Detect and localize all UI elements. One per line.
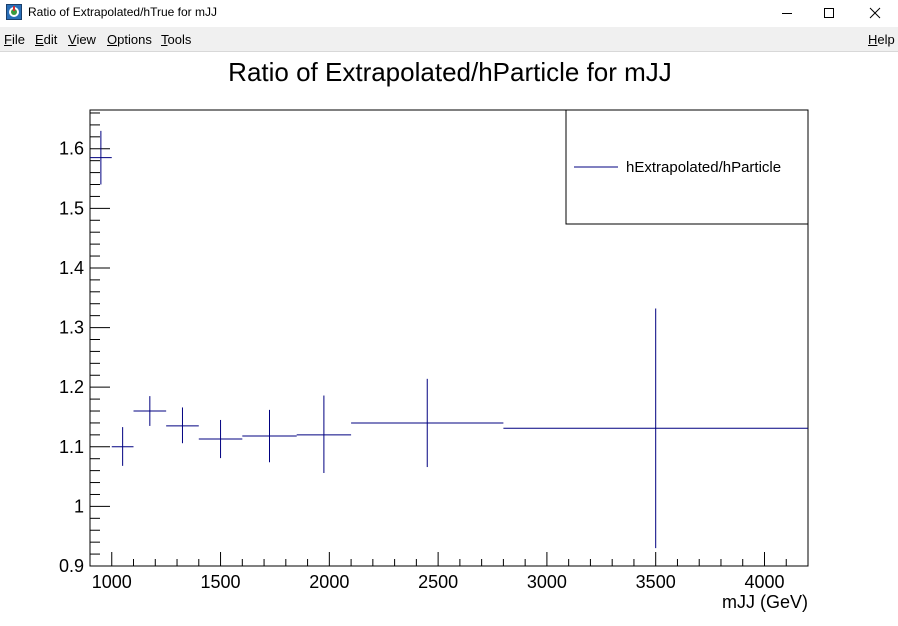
legend: hExtrapolated/hParticle	[565, 109, 809, 225]
x-tick-label: 3000	[527, 572, 567, 592]
maximize-icon	[824, 8, 834, 18]
plot-frame	[89, 109, 809, 567]
y-tick-label: 1.5	[59, 198, 84, 218]
y-tick-label: 1.1	[59, 437, 84, 457]
y-tick-label: 1.2	[59, 377, 84, 397]
chart-title: Ratio of Extrapolated/hParticle for mJJ	[228, 57, 672, 87]
menu-file[interactable]: File	[4, 32, 25, 47]
menu-bar: File Edit View Options Tools Help	[0, 27, 898, 52]
legend-entry-label: hExtrapolated/hParticle	[626, 159, 781, 176]
x-tick-label: 4000	[744, 572, 784, 592]
root-app-icon	[6, 4, 22, 20]
y-tick-label: 1	[74, 496, 84, 516]
x-tick-label: 3500	[636, 572, 676, 592]
minimize-icon	[782, 13, 792, 14]
menu-view[interactable]: View	[68, 32, 96, 47]
y-tick-label: 1.3	[59, 318, 84, 338]
menu-help[interactable]: Help	[868, 32, 895, 47]
menu-edit[interactable]: Edit	[35, 32, 58, 47]
x-tick-label: 2500	[418, 572, 458, 592]
close-button[interactable]	[852, 0, 898, 26]
x-axis-label: mJJ (GeV)	[722, 592, 808, 612]
close-icon	[869, 7, 881, 19]
title-bar: Ratio of Extrapolated/hTrue for mJJ	[0, 0, 898, 26]
window-title: Ratio of Extrapolated/hTrue for mJJ	[28, 5, 217, 19]
menu-tools[interactable]: Tools	[161, 32, 192, 47]
x-tick-label: 1000	[92, 572, 132, 592]
x-tick-label: 2000	[309, 572, 349, 592]
root-canvas[interactable]: Ratio of Extrapolated/hParticle for mJJ …	[0, 52, 898, 626]
menu-options[interactable]: Options	[107, 32, 152, 47]
y-tick-label: 1.6	[59, 139, 84, 159]
maximize-button[interactable]	[806, 0, 852, 26]
y-tick-label: 1.4	[59, 258, 84, 278]
x-tick-label: 1500	[201, 572, 241, 592]
minimize-button[interactable]	[764, 0, 810, 26]
plot-area: 0.9 1 1.1 1.2 1.3 1.4 1.5 1.6 1000 1500 2000 2500 30…	[59, 109, 809, 592]
y-tick-label: 0.9	[59, 556, 84, 576]
